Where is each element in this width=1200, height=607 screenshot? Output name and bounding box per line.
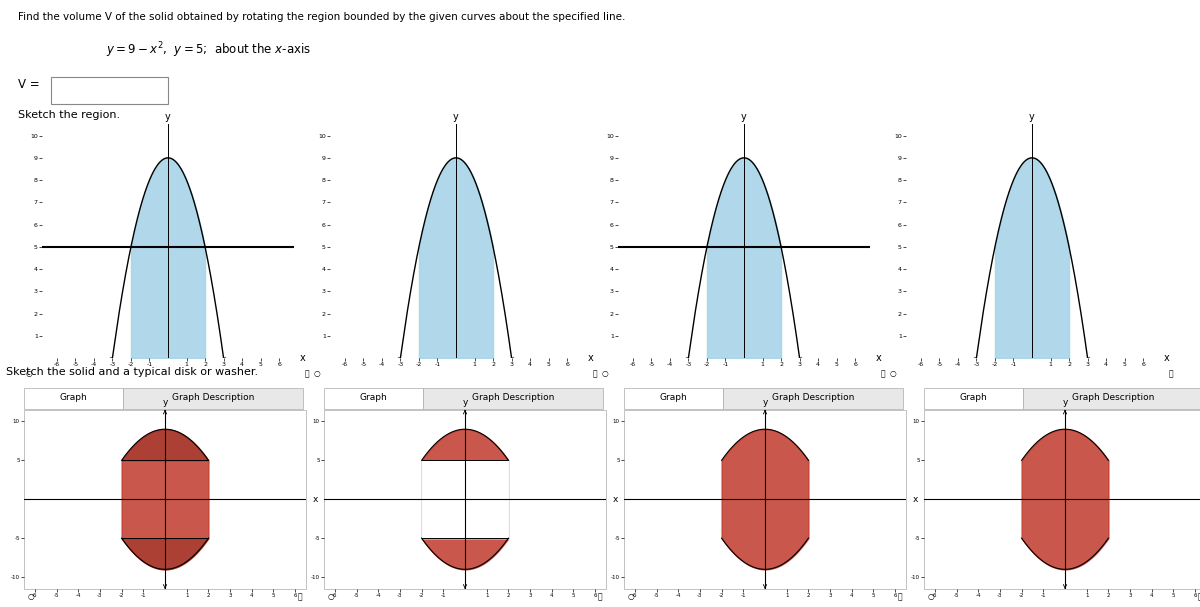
FancyBboxPatch shape [624,388,722,409]
Text: Find the volume V of the solid obtained by rotating the region bounded by the gi: Find the volume V of the solid obtained … [18,12,625,22]
Text: Graph Description: Graph Description [772,393,854,402]
FancyBboxPatch shape [422,388,604,409]
Text: Graph: Graph [960,393,988,402]
Text: y: y [462,398,468,407]
Text: x: x [588,353,593,363]
Text: ○: ○ [928,592,934,601]
FancyBboxPatch shape [50,77,168,104]
Text: y: y [454,112,458,122]
FancyBboxPatch shape [722,388,904,409]
FancyBboxPatch shape [324,388,422,409]
FancyBboxPatch shape [122,388,304,409]
Text: Graph: Graph [660,393,688,402]
Text: ⓘ: ⓘ [593,369,598,378]
Text: ○: ○ [28,592,34,601]
Text: x: x [300,353,305,363]
FancyBboxPatch shape [24,388,122,409]
Text: ⓘ: ⓘ [1198,592,1200,601]
Text: Sketch the solid and a typical disk or washer.: Sketch the solid and a typical disk or w… [6,367,258,377]
Text: ⓘ: ⓘ [305,369,310,378]
Text: ⓘ: ⓘ [298,592,302,601]
Text: ○: ○ [628,592,634,601]
Text: ⓘ: ⓘ [1169,369,1174,378]
Text: y: y [762,398,768,407]
Text: Graph: Graph [60,393,88,402]
Text: x: x [1164,353,1169,363]
Text: ○: ○ [25,369,32,378]
Text: y: y [742,112,746,122]
Text: ○: ○ [328,592,334,601]
Text: y: y [162,398,168,407]
Text: x: x [312,495,318,504]
Text: y: y [166,112,170,122]
Text: Sketch the region.: Sketch the region. [18,110,120,120]
Text: Graph: Graph [360,393,388,402]
Text: ⓘ: ⓘ [881,369,886,378]
Text: Graph Description: Graph Description [172,393,254,402]
Text: y: y [1062,398,1068,407]
Text: y: y [1030,112,1034,122]
Text: ○: ○ [601,369,608,378]
Text: x: x [612,495,618,504]
Text: x: x [876,353,881,363]
FancyBboxPatch shape [1022,388,1200,409]
Text: ⓘ: ⓘ [598,592,602,601]
Text: $y = 9 - x^2$,  $y = 5$;  about the $x$-axis: $y = 9 - x^2$, $y = 5$; about the $x$-ax… [106,41,311,60]
Text: V =: V = [18,78,40,90]
Text: Graph Description: Graph Description [1072,393,1154,402]
Text: Graph Description: Graph Description [472,393,554,402]
FancyBboxPatch shape [924,388,1022,409]
Text: ○: ○ [313,369,320,378]
Text: x: x [912,495,918,504]
Text: ⓘ: ⓘ [898,592,902,601]
Text: ○: ○ [889,369,896,378]
